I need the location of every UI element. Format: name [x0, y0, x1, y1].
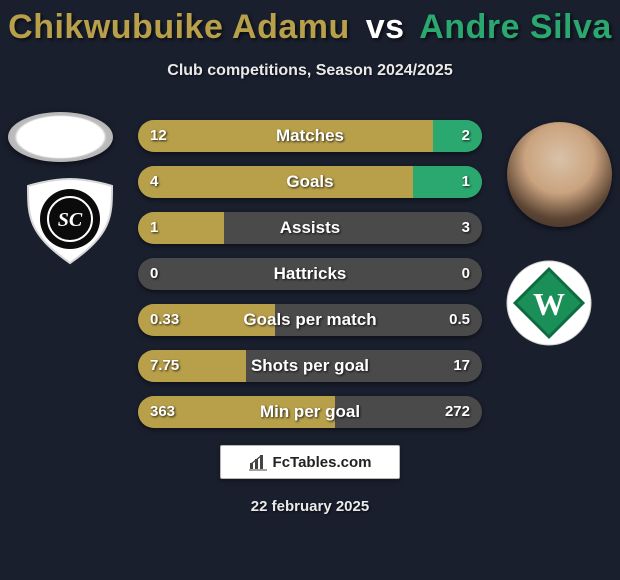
- svg-text:SC: SC: [58, 209, 83, 231]
- stat-row: 7.75Shots per goal17: [138, 350, 482, 382]
- stat-label: Shots per goal: [138, 350, 482, 382]
- stat-value-right: 1: [462, 166, 470, 198]
- title-player2: Andre Silva: [419, 8, 612, 46]
- title-player1: Chikwubuike Adamu: [8, 8, 350, 46]
- svg-text:W: W: [533, 286, 565, 322]
- title-vs: vs: [366, 8, 405, 46]
- source-badge: FcTables.com: [220, 445, 400, 479]
- bar-chart-icon: [249, 453, 267, 471]
- stat-value-right: 0: [462, 258, 470, 290]
- stats-panel: 12Matches24Goals11Assists30Hattricks00.3…: [138, 120, 482, 442]
- player2-club-crest: W: [506, 260, 592, 346]
- subtitle: Club competitions, Season 2024/2025: [0, 62, 620, 80]
- stat-row: 0.33Goals per match0.5: [138, 304, 482, 336]
- player1-portrait: [8, 112, 113, 162]
- stat-value-right: 3: [462, 212, 470, 244]
- stat-label: Goals: [138, 166, 482, 198]
- player1-club-crest: SC: [20, 176, 120, 266]
- date-label: 22 february 2025: [0, 498, 620, 515]
- stat-label: Goals per match: [138, 304, 482, 336]
- stat-label: Matches: [138, 120, 482, 152]
- stat-row: 0Hattricks0: [138, 258, 482, 290]
- stat-row: 1Assists3: [138, 212, 482, 244]
- stat-value-right: 272: [445, 396, 470, 428]
- page-title: Chikwubuike Adamu vs Andre Silva: [0, 8, 620, 47]
- stat-row: 4Goals1: [138, 166, 482, 198]
- stat-value-right: 2: [462, 120, 470, 152]
- stat-value-right: 0.5: [449, 304, 470, 336]
- stat-row: 363Min per goal272: [138, 396, 482, 428]
- stat-value-right: 17: [453, 350, 470, 382]
- stat-row: 12Matches2: [138, 120, 482, 152]
- stat-label: Assists: [138, 212, 482, 244]
- player2-portrait: [507, 122, 612, 227]
- stat-label: Min per goal: [138, 396, 482, 428]
- source-badge-text: FcTables.com: [273, 454, 372, 471]
- stat-label: Hattricks: [138, 258, 482, 290]
